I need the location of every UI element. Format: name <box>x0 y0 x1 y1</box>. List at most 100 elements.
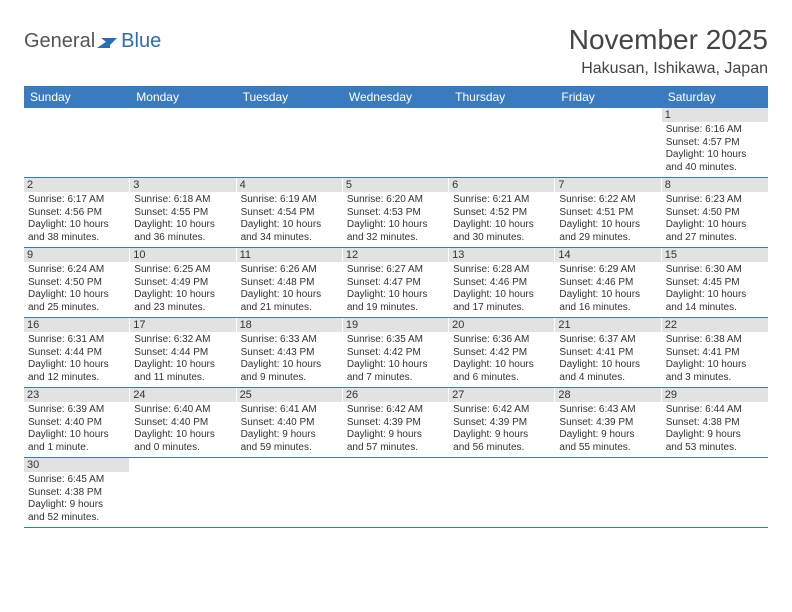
empty-cell <box>449 458 555 527</box>
day-number: 11 <box>237 248 342 262</box>
daylight-text: Daylight: 10 hours <box>347 289 444 302</box>
day-number: 28 <box>555 388 660 402</box>
empty-cell <box>24 108 130 177</box>
daylight-text: Daylight: 10 hours <box>134 289 231 302</box>
day-number: 16 <box>24 318 129 332</box>
daylight-text: Daylight: 10 hours <box>134 429 231 442</box>
sunrise-text: Sunrise: 6:42 AM <box>453 404 550 417</box>
day-cell: 30Sunrise: 6:45 AMSunset: 4:38 PMDayligh… <box>24 458 130 527</box>
day-cell: 6Sunrise: 6:21 AMSunset: 4:52 PMDaylight… <box>449 178 555 247</box>
empty-cell <box>449 108 555 177</box>
daylight-text: Daylight: 9 hours <box>453 429 550 442</box>
daylight-text: Daylight: 10 hours <box>28 289 125 302</box>
sunset-text: Sunset: 4:38 PM <box>666 417 764 430</box>
empty-cell <box>343 108 449 177</box>
page-header: General Blue November 2025 Hakusan, Ishi… <box>24 24 768 78</box>
daylight-text: Daylight: 10 hours <box>666 219 764 232</box>
day-number: 22 <box>662 318 768 332</box>
daylight-text: and 23 minutes. <box>134 302 231 315</box>
daylight-text: and 25 minutes. <box>28 302 125 315</box>
day-cell: 20Sunrise: 6:36 AMSunset: 4:42 PMDayligh… <box>449 318 555 387</box>
day-cell: 22Sunrise: 6:38 AMSunset: 4:41 PMDayligh… <box>662 318 768 387</box>
day-number: 27 <box>449 388 554 402</box>
daylight-text: Daylight: 10 hours <box>134 219 231 232</box>
weekday-header: Friday <box>555 86 661 108</box>
week-row: 1Sunrise: 6:16 AMSunset: 4:57 PMDaylight… <box>24 108 768 178</box>
sunrise-text: Sunrise: 6:27 AM <box>347 264 444 277</box>
daylight-text: Daylight: 10 hours <box>28 429 125 442</box>
daylight-text: and 29 minutes. <box>559 232 656 245</box>
day-number: 9 <box>24 248 129 262</box>
day-cell: 1Sunrise: 6:16 AMSunset: 4:57 PMDaylight… <box>662 108 768 177</box>
sunrise-text: Sunrise: 6:41 AM <box>241 404 338 417</box>
day-cell: 12Sunrise: 6:27 AMSunset: 4:47 PMDayligh… <box>343 248 449 317</box>
sunset-text: Sunset: 4:55 PM <box>134 207 231 220</box>
day-number: 30 <box>24 458 129 472</box>
sunset-text: Sunset: 4:40 PM <box>241 417 338 430</box>
daylight-text: and 55 minutes. <box>559 442 656 455</box>
daylight-text: and 32 minutes. <box>347 232 444 245</box>
day-number: 12 <box>343 248 448 262</box>
daylight-text: Daylight: 10 hours <box>453 219 550 232</box>
daylight-text: Daylight: 10 hours <box>28 219 125 232</box>
sunrise-text: Sunrise: 6:36 AM <box>453 334 550 347</box>
sunset-text: Sunset: 4:42 PM <box>453 347 550 360</box>
sunset-text: Sunset: 4:51 PM <box>559 207 656 220</box>
sunrise-text: Sunrise: 6:26 AM <box>241 264 338 277</box>
sunrise-text: Sunrise: 6:16 AM <box>666 124 764 137</box>
empty-cell <box>343 458 449 527</box>
daylight-text: Daylight: 9 hours <box>28 499 125 512</box>
sunset-text: Sunset: 4:40 PM <box>28 417 125 430</box>
weekday-header: Monday <box>130 86 236 108</box>
sunrise-text: Sunrise: 6:44 AM <box>666 404 764 417</box>
daylight-text: Daylight: 10 hours <box>241 219 338 232</box>
sunrise-text: Sunrise: 6:32 AM <box>134 334 231 347</box>
sunrise-text: Sunrise: 6:29 AM <box>559 264 656 277</box>
daylight-text: and 40 minutes. <box>666 162 764 175</box>
sunrise-text: Sunrise: 6:23 AM <box>666 194 764 207</box>
day-cell: 24Sunrise: 6:40 AMSunset: 4:40 PMDayligh… <box>130 388 236 457</box>
sunrise-text: Sunrise: 6:22 AM <box>559 194 656 207</box>
daylight-text: Daylight: 10 hours <box>559 219 656 232</box>
sunset-text: Sunset: 4:46 PM <box>453 277 550 290</box>
sunset-text: Sunset: 4:41 PM <box>666 347 764 360</box>
sunrise-text: Sunrise: 6:42 AM <box>347 404 444 417</box>
sunset-text: Sunset: 4:44 PM <box>134 347 231 360</box>
daylight-text: Daylight: 9 hours <box>347 429 444 442</box>
day-cell: 21Sunrise: 6:37 AMSunset: 4:41 PMDayligh… <box>555 318 661 387</box>
week-row: 16Sunrise: 6:31 AMSunset: 4:44 PMDayligh… <box>24 318 768 388</box>
sunset-text: Sunset: 4:39 PM <box>453 417 550 430</box>
empty-cell <box>662 458 768 527</box>
weekday-header: Wednesday <box>343 86 449 108</box>
daylight-text: and 3 minutes. <box>666 372 764 385</box>
empty-cell <box>130 108 236 177</box>
day-cell: 3Sunrise: 6:18 AMSunset: 4:55 PMDaylight… <box>130 178 236 247</box>
week-row: 2Sunrise: 6:17 AMSunset: 4:56 PMDaylight… <box>24 178 768 248</box>
day-number: 21 <box>555 318 660 332</box>
sunrise-text: Sunrise: 6:35 AM <box>347 334 444 347</box>
day-cell: 10Sunrise: 6:25 AMSunset: 4:49 PMDayligh… <box>130 248 236 317</box>
day-cell: 25Sunrise: 6:41 AMSunset: 4:40 PMDayligh… <box>237 388 343 457</box>
sunrise-text: Sunrise: 6:43 AM <box>559 404 656 417</box>
daylight-text: and 59 minutes. <box>241 442 338 455</box>
day-number: 10 <box>130 248 235 262</box>
day-cell: 18Sunrise: 6:33 AMSunset: 4:43 PMDayligh… <box>237 318 343 387</box>
sunset-text: Sunset: 4:39 PM <box>559 417 656 430</box>
day-cell: 27 Sunrise: 6:42 AMSunset: 4:39 PMDayligh… <box>449 388 555 457</box>
daylight-text: and 19 minutes. <box>347 302 444 315</box>
location-subtitle: Hakusan, Ishikawa, Japan <box>569 60 768 78</box>
sunset-text: Sunset: 4:52 PM <box>453 207 550 220</box>
title-block: November 2025 Hakusan, Ishikawa, Japan <box>569 24 768 78</box>
day-number: 3 <box>130 178 235 192</box>
day-number: 13 <box>449 248 554 262</box>
empty-cell <box>555 108 661 177</box>
sunset-text: Sunset: 4:49 PM <box>134 277 231 290</box>
day-cell: 16Sunrise: 6:31 AMSunset: 4:44 PMDayligh… <box>24 318 130 387</box>
sunrise-text: Sunrise: 6:20 AM <box>347 194 444 207</box>
logo-text-blue: Blue <box>121 30 161 53</box>
day-number: 1 <box>662 108 768 122</box>
weekday-header: Tuesday <box>237 86 343 108</box>
month-title: November 2025 <box>569 24 768 56</box>
day-cell: 7Sunrise: 6:22 AMSunset: 4:51 PMDaylight… <box>555 178 661 247</box>
day-cell: 5Sunrise: 6:20 AMSunset: 4:53 PMDaylight… <box>343 178 449 247</box>
